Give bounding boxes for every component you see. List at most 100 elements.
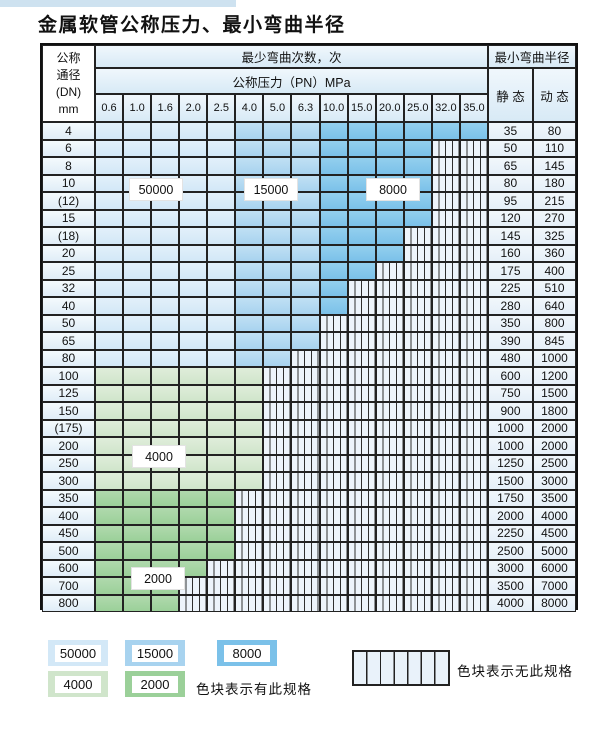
spec-cell (95, 157, 124, 175)
no-spec-cell (431, 227, 460, 245)
no-spec-cell (375, 454, 404, 472)
spec-cell (263, 279, 292, 297)
legend-swatch: 50000 (48, 640, 108, 666)
no-spec-cell (459, 559, 488, 577)
static-radius-value: 2000 (487, 507, 533, 525)
spec-cell (207, 419, 236, 437)
no-spec-cell (403, 314, 432, 332)
spec-cell (95, 297, 124, 315)
no-spec-cell (431, 489, 460, 507)
no-spec-cell (403, 419, 432, 437)
spec-cell (151, 139, 180, 157)
spec-cell (207, 227, 236, 245)
spec-cell (123, 472, 152, 490)
spec-cell (207, 367, 236, 385)
spec-cell (123, 279, 152, 297)
no-spec-cell (263, 524, 292, 542)
no-spec-cell (459, 594, 488, 612)
pressure-tick: 6.3 (291, 94, 320, 122)
no-spec-cell (235, 507, 264, 525)
spec-cell (95, 524, 124, 542)
dn-label: 25 (42, 262, 95, 280)
static-radius-value: 750 (487, 384, 533, 402)
dynamic-radius-value: 7000 (532, 577, 576, 595)
spec-cell (347, 139, 376, 157)
spec-cell (235, 122, 264, 140)
spec-cell (123, 209, 152, 227)
pressure-tick: 2.5 (207, 94, 236, 122)
spec-cell (179, 227, 208, 245)
no-spec-cell (319, 349, 348, 367)
dn-label: 4 (42, 122, 95, 140)
dynamic-radius-value: 5000 (532, 542, 576, 560)
dn-label: 500 (42, 542, 95, 560)
no-spec-cell (403, 577, 432, 595)
no-spec-cell (235, 489, 264, 507)
spec-cell (235, 209, 264, 227)
no-spec-cell (375, 507, 404, 525)
spec-cell (95, 244, 124, 262)
no-spec-cell (263, 489, 292, 507)
dynamic-radius-value: 1200 (532, 367, 576, 385)
spec-cell (375, 122, 404, 140)
spec-cell (291, 314, 320, 332)
no-spec-cell (459, 472, 488, 490)
legend-swatch-label: 15000 (132, 644, 178, 662)
spec-cell (95, 349, 124, 367)
spec-cell (95, 507, 124, 525)
spec-cell (95, 472, 124, 490)
spec-cell (291, 139, 320, 157)
no-spec-cell (319, 542, 348, 560)
spec-cell (235, 332, 264, 350)
pressure-tick: 10.0 (319, 94, 348, 122)
static-radius-value: 95 (487, 192, 533, 210)
no-spec-cell (375, 367, 404, 385)
spec-cell (291, 192, 320, 210)
static-radius-value: 35 (487, 122, 533, 140)
legend-swatch-label: 8000 (224, 644, 270, 662)
spec-cell (235, 297, 264, 315)
spec-cell (151, 419, 180, 437)
no-spec-cell (431, 157, 460, 175)
no-spec-cell (235, 542, 264, 560)
legend-swatch: 4000 (48, 671, 108, 697)
no-spec-cell (235, 524, 264, 542)
no-spec-cell (319, 384, 348, 402)
no-spec-cell (291, 454, 320, 472)
spec-cell (347, 227, 376, 245)
no-spec-cell (291, 349, 320, 367)
dynamic-radius-value: 1500 (532, 384, 576, 402)
dn-label: 200 (42, 437, 95, 455)
no-spec-cell (403, 559, 432, 577)
no-spec-cell (207, 559, 236, 577)
no-spec-cell (403, 542, 432, 560)
no-spec-cell (403, 524, 432, 542)
spec-cell (319, 122, 348, 140)
no-spec-cell (403, 437, 432, 455)
no-spec-cell (375, 419, 404, 437)
no-spec-cell (403, 349, 432, 367)
spec-cell (207, 332, 236, 350)
spec-cell (207, 244, 236, 262)
spec-cell (291, 244, 320, 262)
no-spec-cell (403, 332, 432, 350)
legend-swatch: 2000 (125, 671, 185, 697)
spec-cell (151, 279, 180, 297)
no-spec-cell (347, 349, 376, 367)
spec-cell (235, 419, 264, 437)
no-spec-cell (347, 384, 376, 402)
static-radius-value: 120 (487, 209, 533, 227)
dn-label: 800 (42, 594, 95, 612)
spec-cell (207, 384, 236, 402)
dn-label: 350 (42, 489, 95, 507)
static-radius-value: 3500 (487, 577, 533, 595)
no-spec-cell (459, 349, 488, 367)
static-radius-value: 145 (487, 227, 533, 245)
static-radius-value: 390 (487, 332, 533, 350)
static-radius-value: 2250 (487, 524, 533, 542)
no-spec-cell (375, 577, 404, 595)
spec-cell (207, 209, 236, 227)
has-spec-label: 色块表示有此规格 (196, 682, 312, 697)
no-spec-cell (263, 437, 292, 455)
